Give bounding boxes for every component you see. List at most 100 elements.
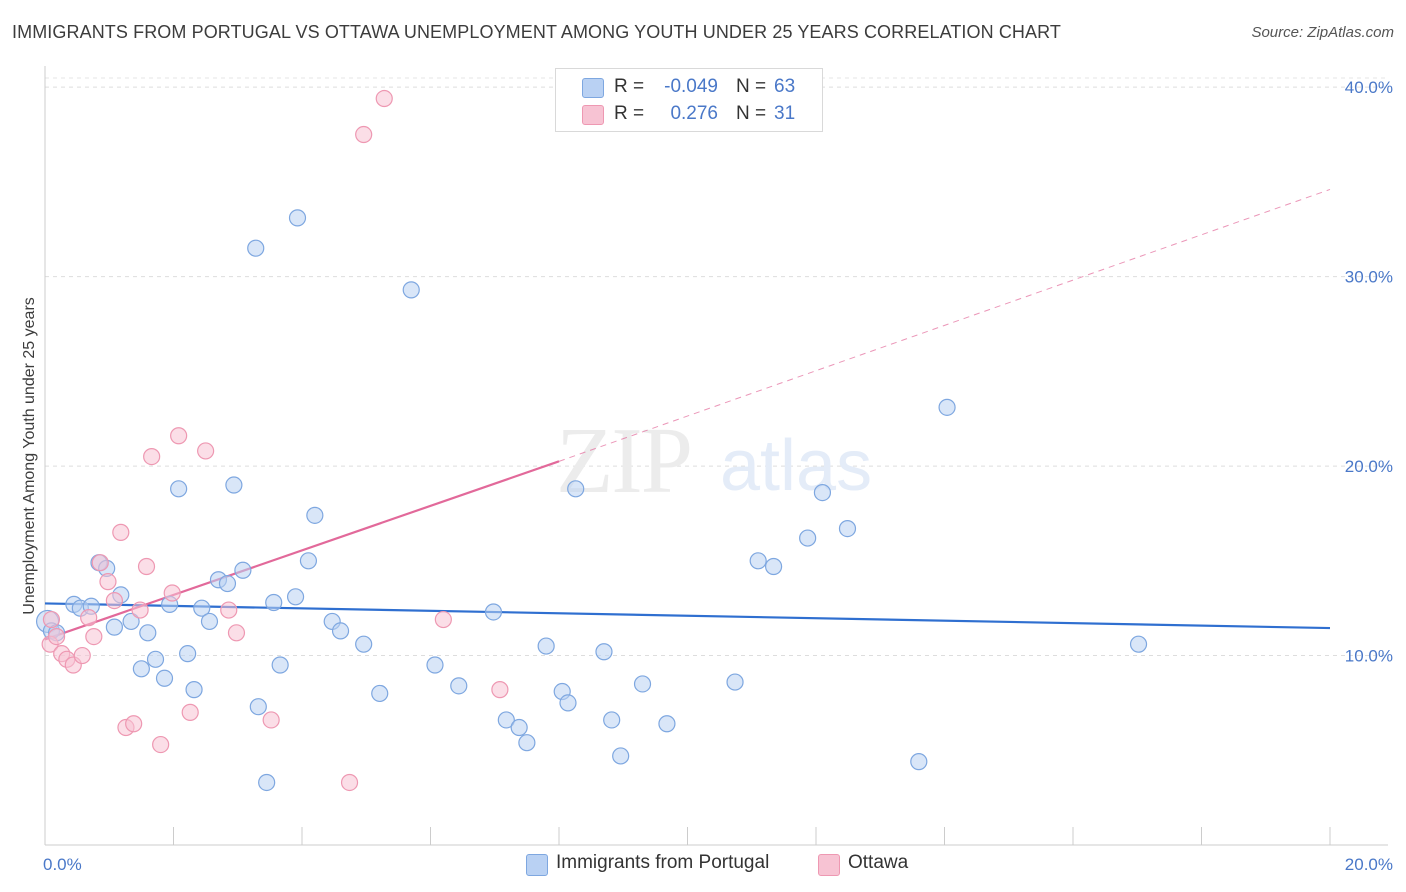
trend-line-immigrants (44, 602, 1331, 630)
legend-n-value: 31 (774, 103, 796, 124)
chart-title: IMMIGRANTS FROM PORTUGAL VS OTTAWA UNEMP… (12, 22, 1062, 42)
y-tick-label: 30.0% (1345, 268, 1393, 287)
data-point-ottawa (112, 523, 130, 541)
data-point-immigrants (938, 398, 956, 416)
trend-line-ottawa (44, 460, 560, 641)
legend-r-label: R = (614, 103, 645, 124)
data-point-ottawa (47, 627, 66, 646)
data-point-immigrants (306, 506, 324, 524)
data-point-immigrants (132, 660, 150, 678)
watermark-atlas: atlas (720, 426, 872, 506)
data-point-immigrants (450, 677, 468, 695)
x-tick-label: 0.0% (43, 855, 82, 874)
y-axis-label-group: Unemployment Among Youth under 25 years (21, 297, 38, 615)
data-point-ottawa (220, 601, 238, 619)
data-point-immigrants (200, 612, 219, 631)
data-point-immigrants (179, 645, 197, 663)
data-point-ottawa (42, 610, 61, 629)
data-point-ottawa (131, 601, 149, 619)
data-point-immigrants (567, 480, 585, 498)
data-point-ottawa (125, 715, 143, 733)
data-point-immigrants (537, 637, 555, 655)
data-point-immigrants (122, 612, 140, 631)
y-tick-label: 40.0% (1345, 78, 1393, 97)
legend-r-value: 0.276 (670, 103, 718, 124)
legend-r-value: -0.049 (664, 76, 718, 97)
data-point-immigrants (331, 622, 350, 640)
data-point-immigrants (185, 681, 203, 699)
legend-n-label: N = (736, 103, 767, 124)
data-point-ottawa (491, 681, 509, 699)
data-point-immigrants (799, 529, 817, 547)
data-point-ottawa (434, 610, 452, 629)
data-point-ottawa (137, 557, 156, 576)
legend-n-label: N = (736, 76, 767, 97)
data-point-immigrants (838, 520, 857, 538)
data-point-immigrants (218, 574, 237, 593)
data-point-immigrants (355, 635, 373, 653)
data-point-immigrants (288, 209, 307, 227)
data-point-immigrants (510, 718, 528, 737)
data-point-immigrants (612, 747, 630, 765)
data-point-immigrants (603, 711, 621, 729)
data-point-immigrants (910, 753, 928, 771)
data-point-ottawa (85, 627, 103, 646)
data-point-immigrants (633, 675, 652, 693)
data-point-ottawa (170, 427, 188, 445)
axes (44, 66, 1388, 846)
data-point-immigrants (518, 734, 536, 752)
data-point-immigrants (225, 476, 243, 494)
y-tick-label: 20.0% (1345, 457, 1393, 476)
data-point-immigrants (658, 715, 676, 733)
correlation-legend: R = -0.049 N = 63 R = 0.276 N = 31 (555, 68, 823, 132)
data-point-immigrants (247, 239, 265, 257)
data-point-ottawa (91, 554, 109, 572)
data-point-ottawa (197, 442, 215, 460)
data-point-immigrants (813, 484, 832, 502)
data-point-ottawa (152, 735, 170, 754)
data-point-immigrants (726, 673, 744, 691)
watermark: ZIP atlas (556, 409, 872, 513)
y-tick-label: 10.0% (1345, 647, 1393, 666)
data-point-immigrants (193, 599, 211, 617)
data-point-immigrants (497, 711, 515, 729)
data-point-immigrants (286, 588, 305, 606)
data-point-ottawa (375, 89, 393, 108)
data-point-immigrants (1129, 635, 1148, 653)
data-point-immigrants (258, 773, 276, 792)
data-point-immigrants (371, 684, 389, 703)
legend-n-value: 63 (774, 76, 796, 97)
data-point-immigrants (265, 593, 283, 612)
legend-swatch-blue (582, 78, 604, 98)
legend-label-immigrants: Immigrants from Portugal (556, 852, 770, 873)
data-point-immigrants (402, 281, 420, 299)
data-point-immigrants (595, 643, 613, 661)
data-point-ottawa (105, 591, 123, 610)
data-point-immigrants (749, 552, 767, 570)
data-points (35, 89, 1148, 792)
legend-swatch-pink (582, 105, 604, 125)
data-point-ottawa (355, 125, 373, 144)
legend-label-ottawa: Ottawa (848, 852, 909, 873)
y-axis-label: Unemployment Among Youth under 25 years (21, 297, 38, 615)
data-point-ottawa (99, 573, 117, 591)
data-point-immigrants (271, 656, 289, 674)
data-point-ottawa (262, 711, 280, 729)
watermark-zip: ZIP (556, 409, 691, 513)
data-point-immigrants (559, 694, 577, 712)
data-point-immigrants (299, 552, 318, 570)
data-point-immigrants (170, 480, 188, 498)
tick-labels: 10.0% 20.0% 30.0% 40.0% 0.0% 20.0% (43, 78, 1393, 874)
legend-r-label: R = (614, 76, 645, 97)
data-point-ottawa (181, 703, 199, 721)
data-point-ottawa (163, 584, 181, 602)
data-point-immigrants (155, 669, 174, 687)
series-legend: Immigrants from Portugal Ottawa (0, 852, 1406, 878)
data-point-ottawa (340, 773, 359, 792)
data-point-immigrants (764, 557, 783, 576)
legend-swatch-blue (526, 854, 548, 876)
data-point-ottawa (143, 448, 161, 466)
data-point-immigrants (484, 603, 503, 621)
data-point-immigrants (426, 656, 444, 674)
